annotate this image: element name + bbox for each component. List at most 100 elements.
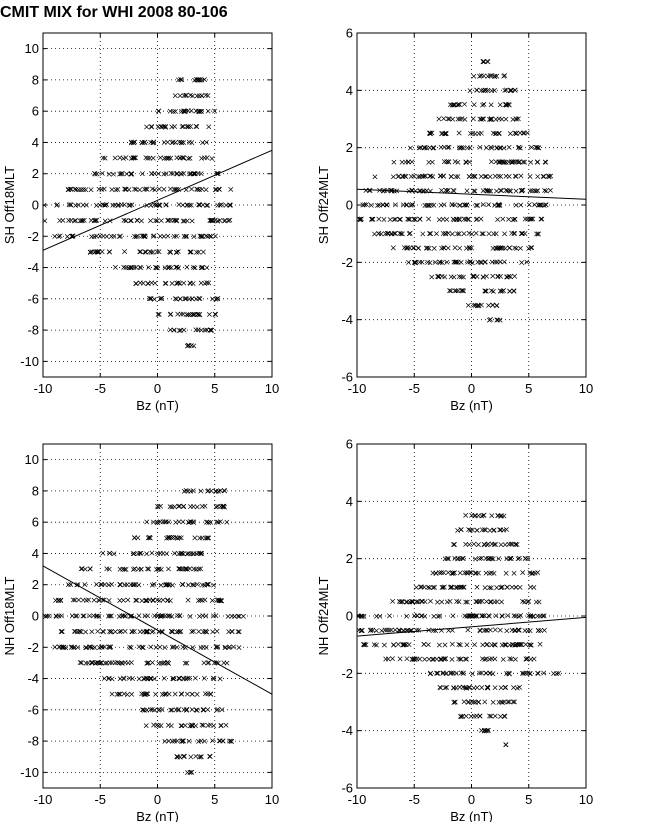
scatter-point <box>444 684 450 690</box>
scatter-point <box>176 566 182 572</box>
y-tick-label: -8 <box>27 323 39 338</box>
scatter-point <box>169 644 175 650</box>
scatter-point <box>390 656 395 662</box>
scatter-point <box>493 231 499 237</box>
scatter-point <box>492 627 498 633</box>
scatter-point <box>482 699 488 705</box>
scatter-point <box>181 503 187 509</box>
scatter-point <box>437 656 443 662</box>
scatter-point <box>503 187 509 193</box>
scatter-point <box>472 188 478 194</box>
scatter-point <box>193 296 199 302</box>
scatter-point <box>78 629 84 635</box>
scatter-point <box>458 527 464 533</box>
scatter-point <box>196 202 202 208</box>
scatter-point <box>412 657 418 662</box>
scatter-point <box>178 327 184 333</box>
y-tick-label: -6 <box>341 370 353 385</box>
scatter-point <box>184 660 190 666</box>
scatter-point <box>170 738 175 744</box>
scatter-point <box>500 159 505 165</box>
scatter-point <box>444 259 450 265</box>
scatter-point <box>541 627 547 633</box>
scatter-point <box>523 642 529 647</box>
scatter-point <box>471 541 477 547</box>
scatter-point <box>167 504 173 510</box>
scatter-point <box>140 645 146 651</box>
scatter-point <box>479 685 485 691</box>
scatter-point <box>490 699 496 705</box>
scatter-point <box>405 159 411 165</box>
scatter-point <box>514 245 519 251</box>
scatter-point <box>99 249 105 255</box>
scatter-point <box>129 171 135 177</box>
scatter-point <box>470 273 476 279</box>
scatter-point <box>466 542 472 547</box>
scatter-point <box>413 260 419 266</box>
scatter-point <box>189 629 195 635</box>
y-tick-label: 0 <box>32 198 39 213</box>
scatter-point <box>431 202 437 208</box>
scatter-point <box>156 566 162 572</box>
fit-line <box>43 149 272 251</box>
scatter-point <box>535 613 541 619</box>
y-tick-label: 10 <box>25 452 39 467</box>
scatter-point <box>493 542 499 547</box>
scatter-point <box>465 145 471 151</box>
scatter-point <box>208 519 214 525</box>
scatter-point <box>185 124 191 130</box>
scatter-point <box>487 585 492 591</box>
scatter-point <box>148 218 154 224</box>
scatter-point <box>507 642 513 648</box>
scatter-point <box>425 259 431 265</box>
scatter-point <box>497 102 503 108</box>
scatter-point <box>157 202 163 208</box>
scatter-point <box>472 173 478 179</box>
scatter-point <box>472 642 478 648</box>
scatter-point <box>154 249 160 255</box>
scatter-point <box>204 203 210 208</box>
scatter-point <box>182 109 188 115</box>
scatter-point <box>135 551 141 557</box>
scatter-point <box>209 598 215 603</box>
scatter-point <box>485 685 491 691</box>
scatter-point <box>122 566 127 572</box>
scatter-point <box>181 155 187 161</box>
scatter-point <box>141 676 147 682</box>
scatter-point <box>478 88 484 93</box>
scatter-point <box>172 738 178 744</box>
scatter-point <box>72 628 78 634</box>
scatter-point <box>422 656 428 662</box>
scatter-point <box>193 123 199 129</box>
scatter-point <box>473 613 479 619</box>
scatter-point <box>404 613 410 619</box>
scatter-point <box>484 273 489 279</box>
scatter-point <box>215 218 221 224</box>
scatter-point <box>527 216 533 222</box>
scatter-point <box>173 535 179 540</box>
scatter-point <box>216 598 222 604</box>
scatter-point <box>479 231 485 237</box>
scatter-point <box>456 130 462 136</box>
scatter-point <box>208 722 213 728</box>
scatter-point <box>203 233 209 239</box>
scatter-point <box>449 584 455 590</box>
scatter-point <box>535 174 541 179</box>
scatter-point <box>197 535 203 541</box>
scatter-point <box>180 218 186 224</box>
scatter-point <box>411 245 417 251</box>
scatter-point <box>231 644 236 650</box>
scatter-point <box>369 216 375 222</box>
scatter-point <box>87 566 93 572</box>
scatter-point <box>401 245 407 251</box>
scatter-point <box>497 627 503 633</box>
scatter-point <box>418 613 424 619</box>
scatter-point <box>518 202 524 208</box>
x-tick-label: 10 <box>265 792 279 807</box>
scatter-point <box>488 288 494 294</box>
scatter-points <box>43 488 246 776</box>
scatter-point <box>461 216 467 222</box>
scatter-point <box>109 628 115 634</box>
scatter-point <box>435 599 440 605</box>
scatter-point <box>483 627 489 633</box>
